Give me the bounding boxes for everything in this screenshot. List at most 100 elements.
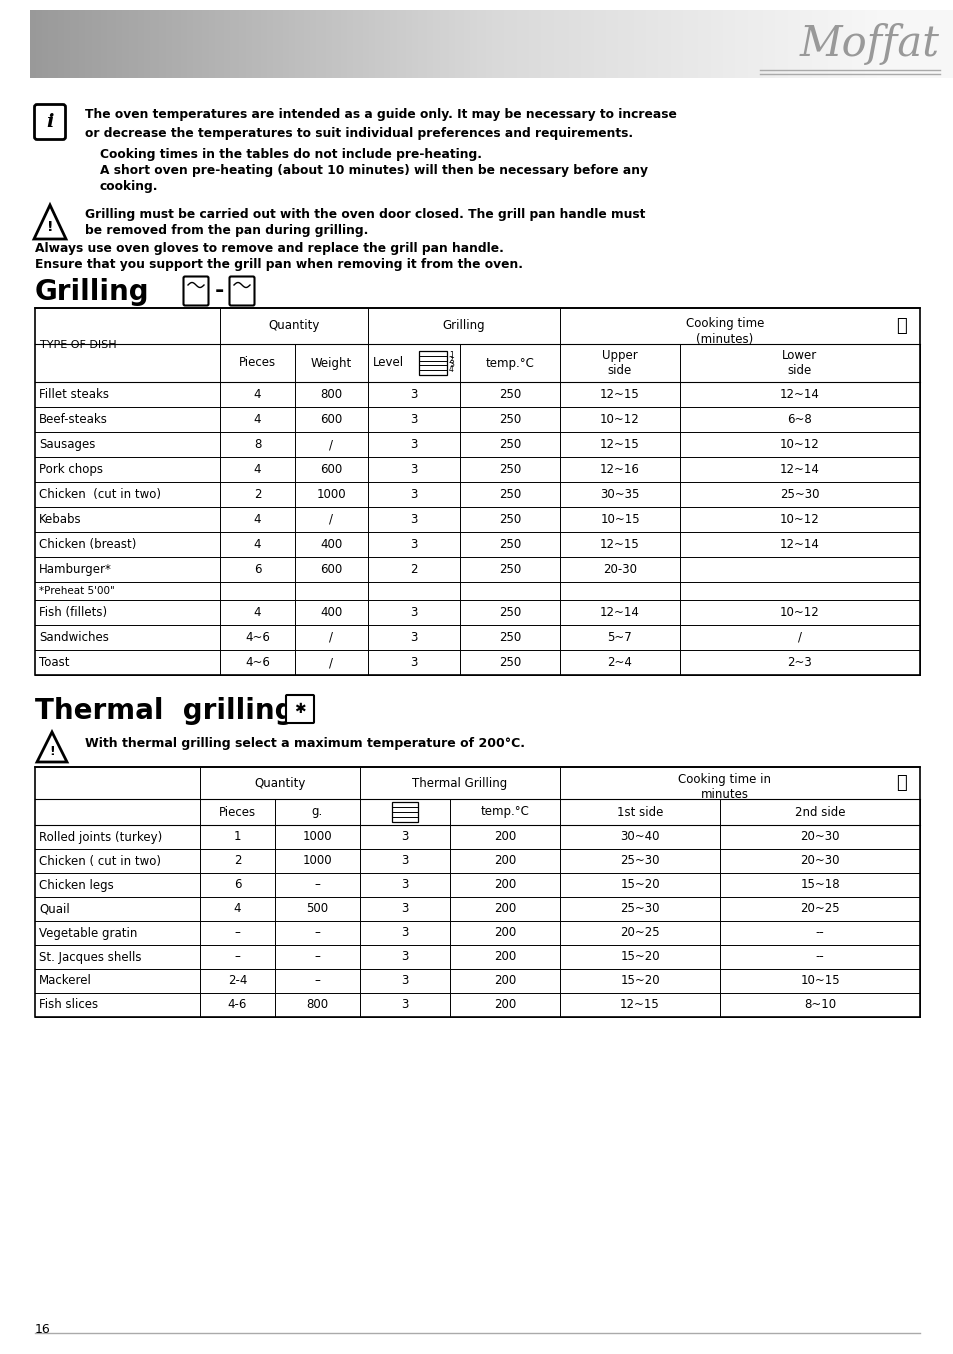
- Text: 200: 200: [494, 975, 516, 987]
- Text: 4~6: 4~6: [245, 631, 270, 645]
- Text: 200: 200: [494, 998, 516, 1011]
- Bar: [196, 9, 199, 79]
- Bar: [107, 9, 110, 79]
- Bar: [153, 9, 156, 79]
- Text: 800: 800: [306, 998, 328, 1011]
- Text: 20-30: 20-30: [602, 563, 637, 575]
- Bar: [517, 9, 519, 79]
- Text: 200: 200: [494, 903, 516, 915]
- Bar: [449, 9, 452, 79]
- Bar: [593, 9, 596, 79]
- Bar: [676, 9, 679, 79]
- Text: 3: 3: [401, 879, 408, 891]
- Text: 8: 8: [253, 437, 261, 451]
- Bar: [36, 9, 39, 79]
- Bar: [673, 9, 676, 79]
- Bar: [61, 9, 64, 79]
- Bar: [239, 9, 242, 79]
- Text: 400: 400: [320, 607, 342, 619]
- Bar: [420, 9, 424, 79]
- Bar: [931, 9, 935, 79]
- Bar: [267, 9, 270, 79]
- Bar: [578, 9, 580, 79]
- Bar: [507, 9, 510, 79]
- Text: 5~7: 5~7: [607, 631, 632, 645]
- Bar: [540, 9, 544, 79]
- Bar: [602, 9, 605, 79]
- Bar: [492, 9, 495, 79]
- Text: 15~20: 15~20: [619, 951, 659, 964]
- Text: Fish slices: Fish slices: [39, 998, 98, 1011]
- Bar: [242, 9, 245, 79]
- Bar: [64, 9, 67, 79]
- Bar: [756, 9, 760, 79]
- Text: 200: 200: [494, 926, 516, 940]
- Bar: [375, 9, 377, 79]
- Bar: [464, 9, 467, 79]
- Bar: [845, 9, 848, 79]
- Bar: [700, 9, 703, 79]
- Text: 10~12: 10~12: [780, 437, 819, 451]
- Bar: [97, 9, 101, 79]
- Text: Chicken (breast): Chicken (breast): [39, 538, 136, 551]
- Bar: [923, 9, 925, 79]
- Bar: [620, 9, 624, 79]
- Bar: [605, 9, 608, 79]
- Text: With thermal grilling select a maximum temperature of 200°C.: With thermal grilling select a maximum t…: [85, 737, 524, 750]
- Bar: [664, 9, 667, 79]
- Bar: [245, 9, 249, 79]
- Bar: [858, 9, 861, 79]
- Bar: [427, 9, 430, 79]
- Text: 8~10: 8~10: [803, 998, 835, 1011]
- Text: Level: Level: [372, 356, 403, 370]
- Text: 3: 3: [449, 360, 454, 370]
- Bar: [264, 9, 267, 79]
- Bar: [384, 9, 387, 79]
- Bar: [608, 9, 612, 79]
- Text: 500: 500: [306, 903, 328, 915]
- Bar: [169, 9, 172, 79]
- Bar: [547, 9, 550, 79]
- Bar: [796, 9, 800, 79]
- Bar: [224, 9, 227, 79]
- Bar: [855, 9, 858, 79]
- Bar: [313, 9, 316, 79]
- Bar: [488, 9, 492, 79]
- Text: 2: 2: [410, 563, 417, 575]
- Bar: [369, 9, 372, 79]
- Text: 3: 3: [410, 463, 417, 477]
- Text: 20~30: 20~30: [800, 830, 839, 844]
- Bar: [888, 9, 891, 79]
- Bar: [380, 9, 384, 79]
- Bar: [943, 9, 947, 79]
- Bar: [156, 9, 159, 79]
- Text: Quail: Quail: [39, 903, 70, 915]
- Text: –: –: [314, 951, 320, 964]
- Bar: [743, 9, 747, 79]
- Bar: [772, 9, 775, 79]
- Text: 30~40: 30~40: [619, 830, 659, 844]
- Bar: [279, 9, 282, 79]
- Bar: [612, 9, 615, 79]
- Text: !: !: [49, 745, 55, 758]
- Bar: [720, 9, 722, 79]
- Bar: [919, 9, 923, 79]
- Bar: [800, 9, 802, 79]
- Bar: [925, 9, 928, 79]
- Bar: [728, 9, 732, 79]
- Text: 1000: 1000: [302, 854, 332, 868]
- Bar: [851, 9, 855, 79]
- Bar: [39, 9, 42, 79]
- Text: Hamburger*: Hamburger*: [39, 563, 112, 575]
- Text: 3: 3: [401, 854, 408, 868]
- Text: 250: 250: [498, 563, 520, 575]
- Text: 250: 250: [498, 538, 520, 551]
- Bar: [572, 9, 575, 79]
- Bar: [793, 9, 796, 79]
- Bar: [768, 9, 772, 79]
- FancyBboxPatch shape: [183, 276, 209, 306]
- Bar: [716, 9, 720, 79]
- Bar: [35, 307, 919, 676]
- Bar: [42, 9, 46, 79]
- Text: 12~14: 12~14: [780, 389, 819, 401]
